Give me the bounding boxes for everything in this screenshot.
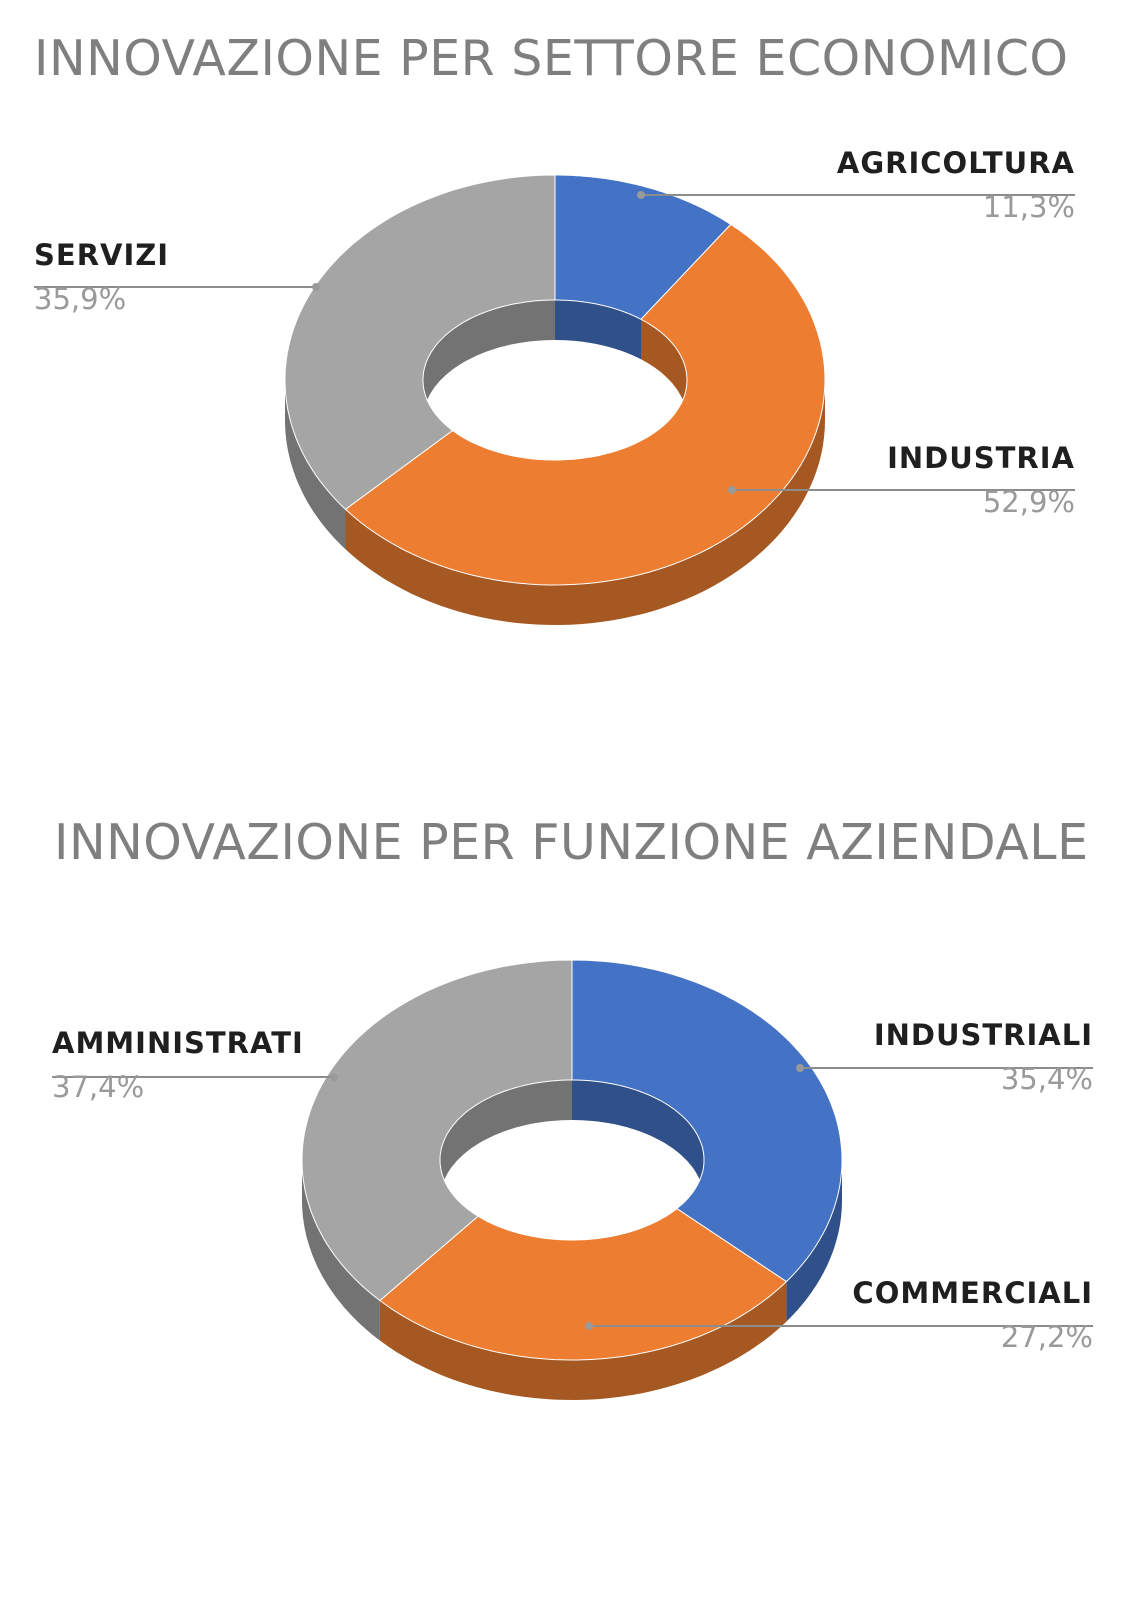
inner-wall-industriali: [572, 1080, 704, 1200]
category-label: INDUSTRIALI: [873, 1018, 1093, 1052]
leader-dot-agricoltura: [637, 191, 645, 199]
chart-title: INNOVAZIONE PER FUNZIONE AZIENDALE: [54, 814, 1089, 871]
category-label: AGRICOLTURA: [836, 146, 1075, 180]
side-wall-commerciali: [379, 1281, 787, 1400]
leader-dot-amministrati: [330, 1073, 338, 1081]
inner-wall-amministrati: [440, 1080, 572, 1200]
category-label: AMMINISTRATI: [52, 1026, 304, 1060]
chart-funzione-aziendale: INNOVAZIONE PER FUNZIONE AZIENDALE INDUS…: [0, 790, 1131, 1600]
data-label-industriali: INDUSTRIALI 35,4%: [874, 1018, 1093, 1096]
side-wall-industria: [345, 380, 825, 625]
value-label: 35,9%: [34, 282, 127, 316]
chart-title: INNOVAZIONE PER SETTORE ECONOMICO: [34, 30, 1069, 87]
slice-servizi: [284, 174, 556, 510]
leader-dot-industria: [728, 486, 736, 494]
value-label: 11,3%: [982, 190, 1075, 224]
side-wall-industriali: [786, 1160, 842, 1322]
inner-wall-industria: [641, 319, 687, 420]
value-label: 27,2%: [1000, 1320, 1093, 1354]
chart-settore-economico: INNOVAZIONE PER SETTORE ECONOMICO AGRICO…: [0, 0, 1131, 790]
data-label-agricoltura: AGRICOLTURA 11,3%: [837, 146, 1075, 224]
inner-wall-agricoltura: [555, 300, 641, 360]
value-label: 37,4%: [52, 1070, 145, 1104]
donut-chart: [52, 959, 1093, 1400]
data-label-commerciali: COMMERCIALI 27,2%: [852, 1276, 1093, 1354]
side-wall-servizi: [285, 380, 346, 550]
category-label: COMMERCIALI: [852, 1276, 1093, 1310]
inner-wall-servizi: [423, 300, 555, 420]
value-label: 52,9%: [982, 485, 1075, 519]
leader-dot-commerciali: [585, 1322, 593, 1330]
side-wall-amministrati: [302, 1160, 380, 1341]
value-label: 35,4%: [1000, 1062, 1093, 1096]
category-label: INDUSTRIA: [887, 441, 1075, 475]
leader-dot-servizi: [312, 283, 320, 291]
leader-dot-industriali: [796, 1064, 804, 1072]
slice-amministrati: [301, 959, 573, 1302]
data-label-industria: INDUSTRIA 52,9%: [887, 441, 1075, 519]
category-label: SERVIZI: [34, 238, 170, 272]
data-label-servizi: SERVIZI 35,9%: [34, 238, 169, 316]
donut-chart: [34, 174, 1075, 625]
data-label-amministrati: AMMINISTRATI 37,4%: [52, 1026, 304, 1104]
